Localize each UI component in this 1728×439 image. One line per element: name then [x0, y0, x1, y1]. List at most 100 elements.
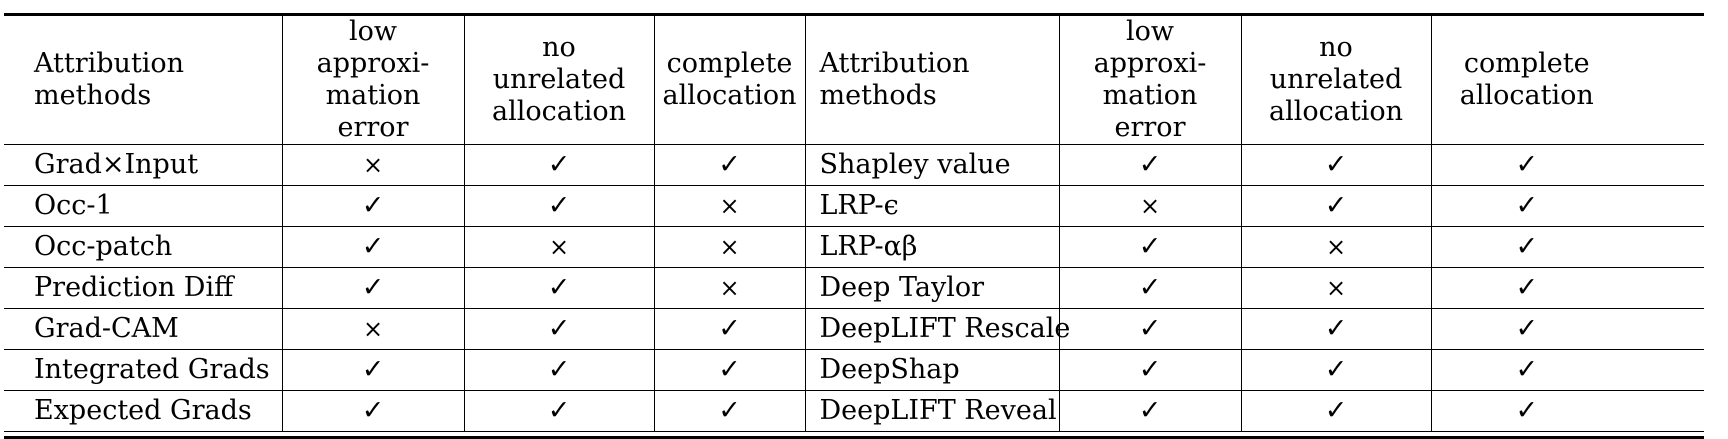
- no-unrelated-cell: ×: [1241, 226, 1432, 268]
- method-cell: Prediction Diff: [4, 267, 283, 309]
- complete-cell: ✓: [1431, 308, 1704, 350]
- low-approx-error-cell: ✓: [282, 226, 465, 268]
- header-attribution-methods: Attribution methods: [4, 16, 283, 145]
- no-unrelated-cell: ✓: [1241, 390, 1432, 432]
- check-mark-icon: ✓: [547, 190, 571, 221]
- complete-cell: ✓: [654, 308, 806, 350]
- low-approx-error-cell: ✓: [1059, 144, 1242, 186]
- method-cell: Shapley value: [805, 144, 1060, 186]
- complete-cell: ×: [654, 226, 806, 268]
- header-line: mation error: [1102, 80, 1198, 143]
- check-mark-icon: ✓: [361, 354, 385, 385]
- no-unrelated-cell: ✓: [1241, 144, 1432, 186]
- no-unrelated-cell: ✓: [464, 144, 655, 186]
- no-unrelated-cell: ✓: [464, 185, 655, 227]
- header-line: no unrelated: [492, 32, 626, 95]
- no-unrelated-cell: ✓: [464, 308, 655, 350]
- table-row: Grad×Input × ✓ ✓ Shapley value ✓ ✓ ✓: [4, 144, 1704, 186]
- header-line: low approxi-: [316, 16, 430, 79]
- check-mark-icon: ✓: [1515, 272, 1539, 303]
- low-approx-error-cell: ✓: [282, 267, 465, 309]
- no-unrelated-cell: ×: [464, 226, 655, 268]
- no-unrelated-cell: ✓: [1241, 308, 1432, 350]
- header-complete-allocation: complete allocation: [654, 16, 806, 145]
- complete-cell: ×: [654, 185, 806, 227]
- no-unrelated-cell: ✓: [464, 349, 655, 391]
- complete-cell: ✓: [654, 390, 806, 432]
- header-line: methods: [819, 80, 937, 111]
- no-unrelated-cell: ✓: [1241, 185, 1432, 227]
- method-name: Integrated Grads: [34, 354, 270, 385]
- low-approx-error-cell: ✓: [1059, 308, 1242, 350]
- attribution-table-wrapper: Attribution methods low approxi- mation …: [4, 13, 1704, 439]
- check-mark-icon: ✓: [1515, 354, 1539, 385]
- check-mark-icon: ✓: [1324, 190, 1348, 221]
- low-approx-error-cell: ✓: [282, 185, 465, 227]
- method-name: Shapley value: [819, 149, 1011, 180]
- low-approx-error-cell: ✓: [1059, 349, 1242, 391]
- header-complete-allocation-2: complete allocation: [1431, 16, 1704, 145]
- method-name: Occ-1: [34, 190, 113, 221]
- complete-cell: ✓: [654, 144, 806, 186]
- table-row: Occ-patch ✓ × × LRP-αβ ✓ × ✓: [4, 226, 1704, 268]
- complete-cell: ✓: [1431, 226, 1704, 268]
- header-line: complete: [666, 48, 793, 79]
- method-cell: Expected Grads: [4, 390, 283, 432]
- no-unrelated-cell: ×: [1241, 267, 1432, 309]
- complete-cell: ×: [654, 267, 806, 309]
- complete-cell: ✓: [1431, 349, 1704, 391]
- no-unrelated-cell: ✓: [464, 267, 655, 309]
- cross-mark-icon: ×: [719, 192, 740, 220]
- cross-mark-icon: ×: [1139, 192, 1161, 220]
- check-mark-icon: ✓: [718, 354, 741, 385]
- method-cell: DeepShap: [805, 349, 1060, 391]
- header-line: mation error: [325, 80, 421, 143]
- cross-mark-icon: ×: [719, 233, 740, 261]
- method-name: DeepShap: [819, 354, 960, 385]
- method-name: Occ-patch: [34, 231, 173, 262]
- cross-mark-icon: ×: [362, 151, 384, 179]
- method-name: LRP-αβ: [819, 231, 918, 262]
- header-no-unrelated-allocation-2: no unrelated allocation: [1241, 16, 1432, 145]
- check-mark-icon: ✓: [1515, 190, 1539, 221]
- method-name: Prediction Diff: [34, 272, 234, 303]
- check-mark-icon: ✓: [1138, 354, 1162, 385]
- complete-cell: ✓: [1431, 267, 1704, 309]
- low-approx-error-cell: ✓: [1059, 226, 1242, 268]
- header-line: allocation: [662, 80, 797, 111]
- no-unrelated-cell: ✓: [1241, 349, 1432, 391]
- table-row: Grad-CAM × ✓ ✓ DeepLIFT Rescale ✓ ✓ ✓: [4, 308, 1704, 350]
- header-line: Attribution: [34, 48, 185, 79]
- check-mark-icon: ✓: [1324, 354, 1348, 385]
- header-line: low approxi-: [1093, 16, 1207, 79]
- low-approx-error-cell: ✓: [282, 349, 465, 391]
- method-cell: LRP-αβ: [805, 226, 1060, 268]
- method-cell: LRP-ϵ: [805, 185, 1060, 227]
- header-low-approximation-error: low approxi- mation error: [282, 16, 465, 145]
- header-low-approximation-error-2: low approxi- mation error: [1059, 16, 1242, 145]
- low-approx-error-cell: ✓: [1059, 390, 1242, 432]
- table-row: Integrated Grads ✓ ✓ ✓ DeepShap ✓ ✓ ✓: [4, 349, 1704, 391]
- check-mark-icon: ✓: [1138, 313, 1162, 344]
- no-unrelated-cell: ✓: [464, 390, 655, 432]
- check-mark-icon: ✓: [547, 272, 571, 303]
- check-mark-icon: ✓: [1138, 272, 1162, 303]
- check-mark-icon: ✓: [1515, 313, 1539, 344]
- check-mark-icon: ✓: [1515, 149, 1539, 180]
- header-line: complete: [1463, 48, 1590, 79]
- table-top-rule: [4, 13, 1704, 16]
- method-cell: Occ-1: [4, 185, 283, 227]
- method-name: LRP-ϵ: [819, 190, 899, 221]
- check-mark-icon: ✓: [1138, 231, 1162, 262]
- check-mark-icon: ✓: [1324, 313, 1348, 344]
- low-approx-error-cell: ×: [282, 308, 465, 350]
- method-name: Grad-CAM: [34, 313, 179, 344]
- check-mark-icon: ✓: [1515, 231, 1539, 262]
- check-mark-icon: ✓: [718, 149, 741, 180]
- header-no-unrelated-allocation: no unrelated allocation: [464, 16, 655, 145]
- method-cell: Grad-CAM: [4, 308, 283, 350]
- check-mark-icon: ✓: [547, 149, 571, 180]
- cross-mark-icon: ×: [719, 274, 740, 302]
- cross-mark-icon: ×: [362, 315, 384, 343]
- header-line: methods: [34, 80, 152, 111]
